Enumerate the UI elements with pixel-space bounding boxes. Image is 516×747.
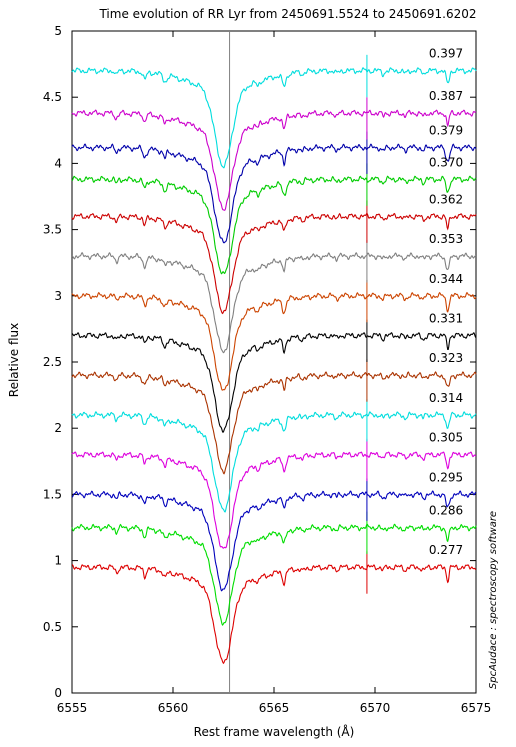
spectra-group	[71, 54, 477, 665]
y-axis: 0 0.5 1 1.5 2 2.5 3 3.5 4 4.5 5	[43, 24, 476, 700]
x-axis: 6555 6560 6565 6570 6575	[57, 31, 492, 715]
phase-label: 0.295	[429, 470, 463, 484]
software-credit: SpcAudace : spectroscopy software	[488, 511, 499, 689]
spectrum-line	[71, 175, 477, 275]
phase-label: 0.344	[429, 272, 463, 286]
spectrum-line	[71, 212, 477, 315]
x-tick-label: 6570	[360, 701, 391, 715]
phase-label: 0.331	[429, 312, 463, 326]
x-axis-label: Rest frame wavelength (Å)	[194, 724, 355, 739]
x-tick-label: 6565	[259, 701, 290, 715]
y-tick-label: 1.5	[43, 487, 62, 501]
spectrum-line	[71, 490, 477, 592]
spectrum-line	[71, 109, 477, 211]
y-tick-label: 2.5	[43, 355, 62, 369]
x-tick-label: 6575	[461, 701, 492, 715]
y-tick-label: 0	[54, 686, 62, 700]
spectrum-line	[71, 291, 477, 391]
y-tick-label: 3	[54, 289, 62, 303]
phase-label: 0.305	[429, 431, 463, 445]
phase-label: 0.387	[429, 89, 463, 103]
plot-frame	[71, 30, 477, 694]
phase-labels: 0.277 0.286 0.295 0.305 0.314 0.323 0.331 0.344…	[429, 47, 463, 557]
phase-label: 0.323	[429, 351, 463, 365]
y-tick-label: 2	[54, 421, 62, 435]
spectrum-line	[71, 451, 477, 549]
phase-label: 0.370	[429, 155, 463, 169]
y-tick-label: 5	[54, 24, 62, 38]
phase-label: 0.397	[429, 47, 463, 61]
y-tick-label: 4.5	[43, 90, 62, 104]
chart-title: Time evolution of RR Lyr from 2450691.55…	[98, 7, 476, 21]
spectrum-line	[71, 67, 477, 169]
spectrum-line	[71, 564, 477, 665]
phase-label: 0.362	[429, 192, 463, 206]
phase-label: 0.286	[429, 504, 463, 518]
spectrum-line	[71, 371, 477, 475]
x-tick-label: 6560	[158, 701, 189, 715]
spectrum-line	[71, 251, 477, 354]
phase-label: 0.314	[429, 391, 463, 405]
y-tick-label: 3.5	[43, 223, 62, 237]
y-tick-label: 1	[54, 554, 62, 568]
spectrum-line	[71, 143, 477, 244]
x-tick-label: 6555	[57, 701, 88, 715]
phase-label: 0.379	[429, 124, 463, 138]
phase-label: 0.277	[429, 543, 463, 557]
y-tick-label: 0.5	[43, 620, 62, 634]
spectrum-line	[71, 523, 477, 626]
phase-label: 0.353	[429, 232, 463, 246]
y-axis-label: Relative flux	[7, 323, 21, 397]
spectrum-line	[71, 332, 477, 434]
y-tick-label: 4	[54, 156, 62, 170]
spectrum-line	[71, 411, 477, 513]
